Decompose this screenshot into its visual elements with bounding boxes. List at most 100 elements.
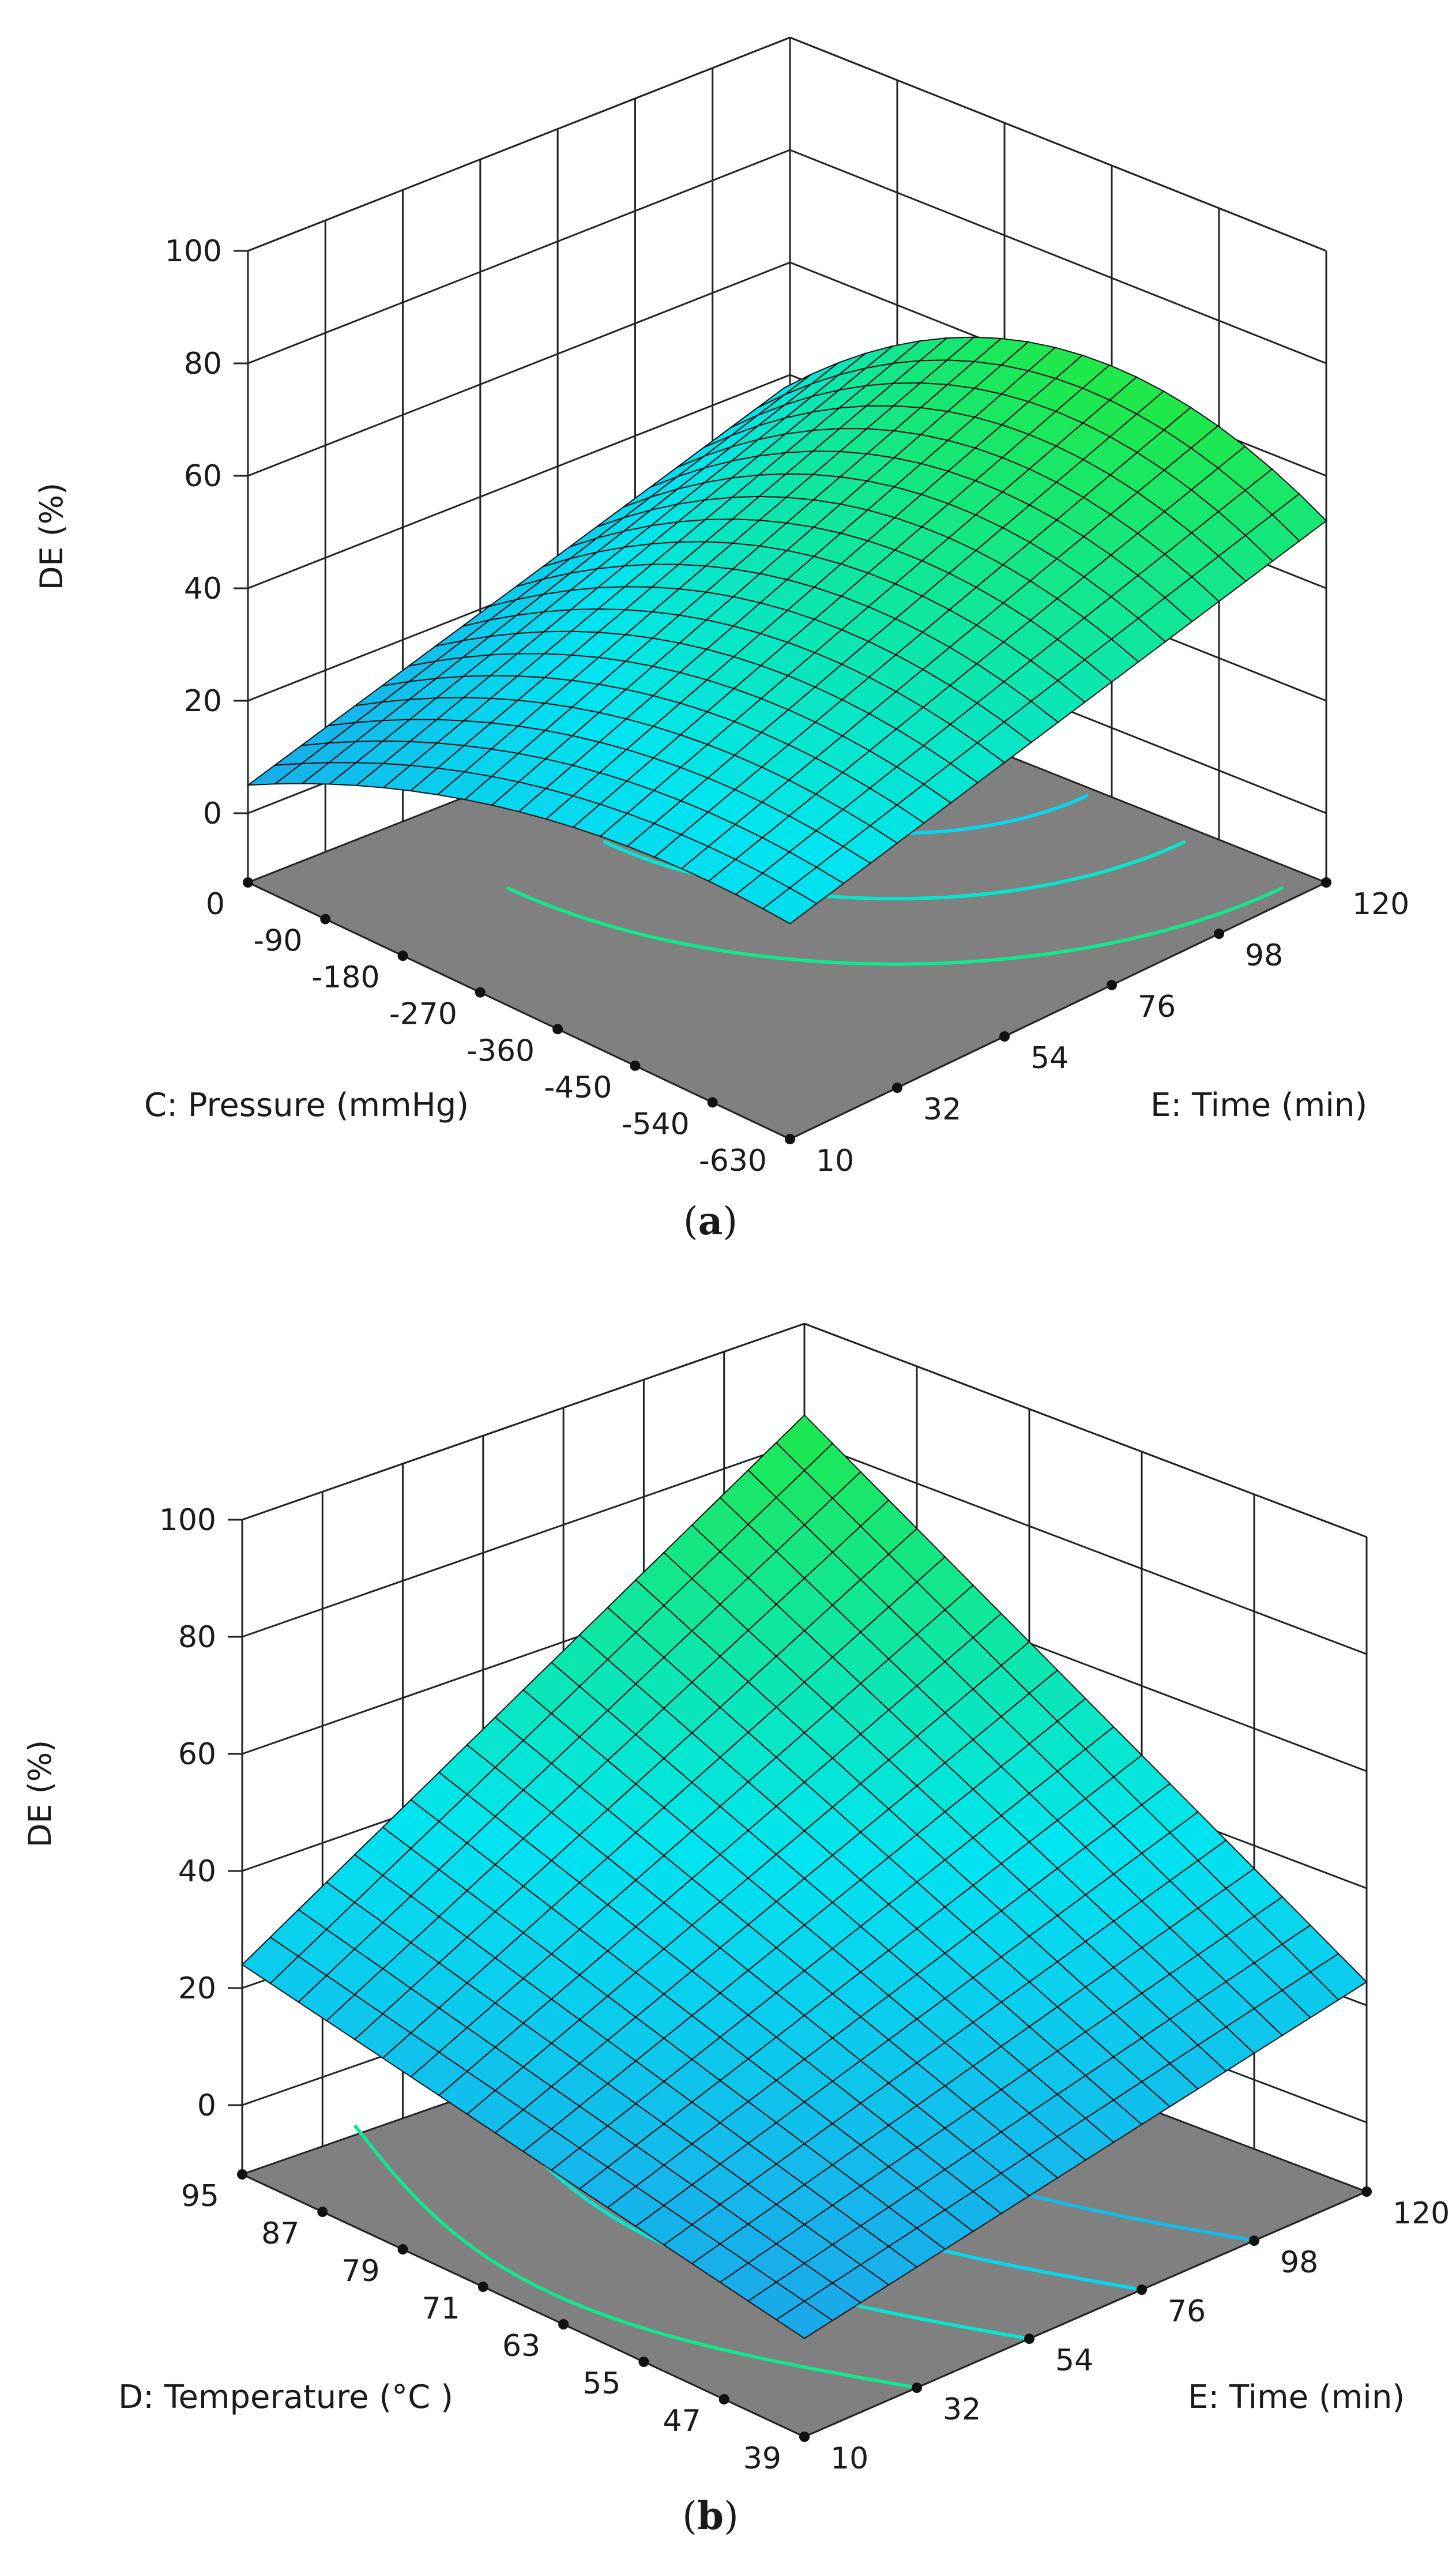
- y-tick: [785, 1134, 795, 1144]
- y-tick-label: 32: [923, 1092, 961, 1127]
- y-tick-label: 98: [1280, 2245, 1318, 2280]
- z-tick-label: 20: [178, 1971, 216, 2006]
- z-axis-label: DE (%): [22, 1740, 58, 1847]
- y-axis-line: [789, 881, 1327, 1140]
- wall-gridline: [247, 36, 791, 252]
- panel-b: 0 20 40 60 80 100 95 87 79 71 63 55 47 39 10 32 54 76 98 12…: [22, 1322, 1450, 2538]
- x-tick-label: -630: [699, 1144, 767, 1178]
- y-tick-label: 120: [1393, 2196, 1450, 2231]
- x-tick: [317, 2207, 328, 2217]
- x-tick-label: 47: [663, 2404, 701, 2438]
- floor-contour: [506, 886, 1284, 966]
- axes-a: 0 20 40 60 80 100 0 -90 -180 -270 -360 -450 -540 -630…: [165, 234, 1410, 1178]
- y-tick-label: 76: [1168, 2294, 1206, 2329]
- wall-gridline: [804, 1322, 1367, 1538]
- z-tick-label: 100: [159, 1503, 216, 1538]
- x-tick: [475, 987, 486, 998]
- x-tick: [558, 2319, 569, 2329]
- x-tick-label: -90: [253, 924, 302, 959]
- wall-gridline: [242, 1322, 805, 1521]
- y-tick: [892, 1083, 902, 1093]
- z-tick-label: 60: [178, 1737, 216, 1772]
- x-tick-label: 95: [181, 2179, 219, 2214]
- wall-gridline: [789, 149, 1327, 365]
- wall-gridline: [804, 1440, 1367, 1655]
- x-axis-label: D: Temperature (°C ): [118, 2379, 453, 2416]
- panel-letter: a: [698, 1198, 723, 1243]
- surface-b: [241, 1414, 1368, 2339]
- z-tick-label: 60: [184, 459, 222, 494]
- y-tick: [999, 1031, 1010, 1042]
- y-tick: [1107, 980, 1117, 990]
- z-tick-label: 100: [165, 234, 222, 269]
- x-tick-label: 79: [341, 2254, 379, 2289]
- y-tick: [1137, 2285, 1147, 2295]
- x-tick: [237, 2169, 247, 2180]
- x-tick-label: 63: [502, 2329, 540, 2364]
- panel-a: 0 20 40 60 80 100 0 -90 -180 -270 -360 -450 -540 -630…: [33, 36, 1410, 1243]
- z-tick-label: 20: [184, 684, 222, 719]
- x-tick-label: 0: [206, 887, 225, 922]
- x-tick: [397, 2244, 408, 2255]
- x-tick: [718, 2394, 729, 2404]
- x-tick-label: 39: [743, 2441, 781, 2476]
- x-tick: [630, 1060, 641, 1071]
- wall-gridline: [242, 1440, 805, 1638]
- y-tick: [1361, 2186, 1372, 2197]
- x-tick-label: -450: [544, 1070, 612, 1105]
- y-axis-line: [804, 2190, 1367, 2438]
- y-tick-label: 120: [1352, 887, 1409, 922]
- panel-label: (b): [682, 2493, 739, 2538]
- y-tick-label: 10: [830, 2441, 868, 2476]
- z-axis-label: DE (%): [33, 483, 70, 590]
- wall-gridline: [247, 261, 791, 477]
- x-tick: [397, 950, 408, 961]
- y-tick: [1321, 877, 1331, 888]
- floor-contour: [353, 2124, 917, 2389]
- wall-gridline: [247, 374, 791, 589]
- surface-cell: [775, 1414, 834, 1471]
- y-tick: [1249, 2235, 1259, 2246]
- x-tick-label: -270: [389, 997, 457, 1032]
- y-axis-label: E: Time (min): [1188, 2379, 1405, 2416]
- y-tick-label: 76: [1138, 990, 1176, 1024]
- wall-gridline: [789, 36, 1327, 252]
- x-tick: [707, 1097, 718, 1108]
- x-tick-label: 71: [422, 2291, 460, 2326]
- x-tick-label: 87: [261, 2216, 299, 2251]
- x-tick: [320, 914, 331, 925]
- y-axis-label: E: Time (min): [1150, 1087, 1367, 1124]
- z-tick-label: 80: [184, 347, 222, 381]
- panel-letter: b: [697, 2493, 724, 2538]
- x-tick: [477, 2282, 488, 2292]
- wall-gridline: [247, 149, 791, 365]
- z-tick-label: 0: [197, 2088, 216, 2123]
- x-tick-label: 55: [582, 2366, 620, 2401]
- z-tick-label: 0: [203, 796, 222, 831]
- y-tick-label: 54: [1055, 2343, 1093, 2378]
- x-tick: [638, 2357, 649, 2367]
- x-axis-line: [247, 881, 791, 1140]
- panel-label: (a): [683, 1198, 738, 1243]
- y-tick: [912, 2383, 922, 2393]
- y-tick-label: 10: [816, 1144, 854, 1178]
- x-tick: [552, 1024, 563, 1035]
- x-tick-label: -180: [312, 960, 380, 995]
- y-tick: [799, 2432, 810, 2442]
- x-tick-label: -540: [622, 1107, 690, 1141]
- surface-a: [246, 336, 1327, 925]
- x-axis-line: [242, 2173, 805, 2438]
- z-tick-label: 40: [178, 1854, 216, 1889]
- x-axis-label: C: Pressure (mmHg): [144, 1087, 469, 1124]
- axes-b: 0 20 40 60 80 100 95 87 79 71 63 55 47 39 10 32 54 76 98 12…: [159, 1503, 1450, 2476]
- x-tick-label: -360: [466, 1034, 535, 1068]
- z-tick-label: 40: [184, 572, 222, 606]
- surface-cell: [757, 373, 812, 408]
- y-tick-label: 54: [1030, 1041, 1069, 1076]
- y-tick-label: 32: [943, 2392, 981, 2427]
- y-tick: [1214, 929, 1224, 939]
- z-tick-label: 80: [178, 1620, 216, 1655]
- y-tick-label: 98: [1245, 938, 1283, 973]
- x-tick: [243, 877, 253, 888]
